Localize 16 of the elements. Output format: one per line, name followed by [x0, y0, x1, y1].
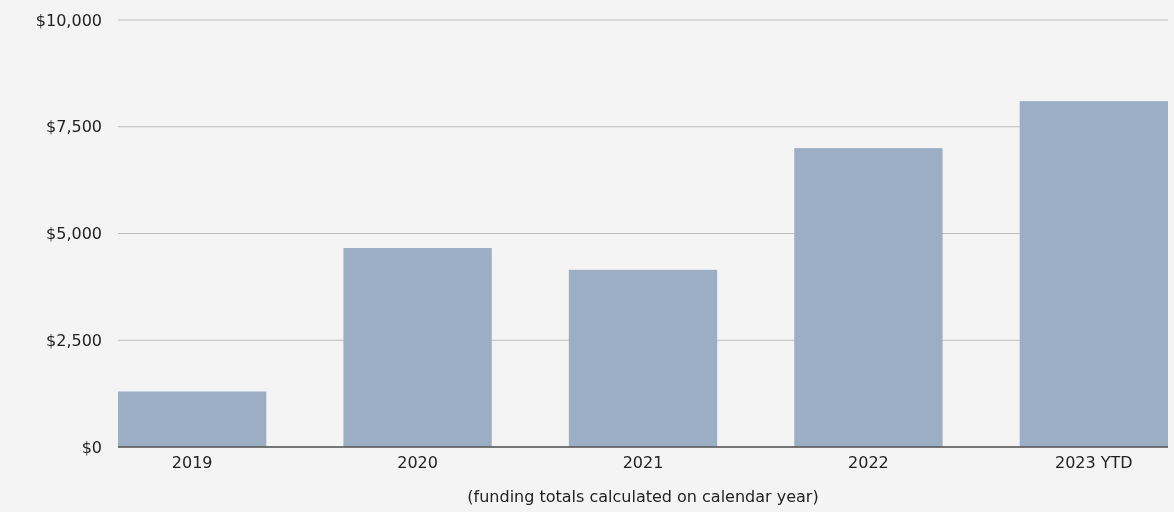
bar	[568, 269, 718, 447]
bar	[794, 148, 943, 447]
y-tick-label: $0	[81, 437, 102, 457]
bar	[343, 248, 492, 447]
bar	[118, 391, 267, 447]
y-tick-label: $2,500	[46, 330, 102, 350]
x-tick-label: 2021	[622, 453, 664, 472]
x-tick-label: 2022	[848, 453, 889, 472]
x-tick-label: 2020	[397, 453, 438, 472]
bar	[1019, 101, 1168, 447]
x-tick-label: 2019	[171, 453, 213, 472]
y-tick-label: $5,000	[46, 224, 102, 243]
x-axis-title: (funding totals calculated on calendar year)	[467, 487, 819, 506]
y-tick-label: $7,500	[46, 117, 102, 137]
x-tick-label: 2023 YTD	[1055, 453, 1133, 472]
y-tick-label: $10,000	[35, 10, 102, 30]
